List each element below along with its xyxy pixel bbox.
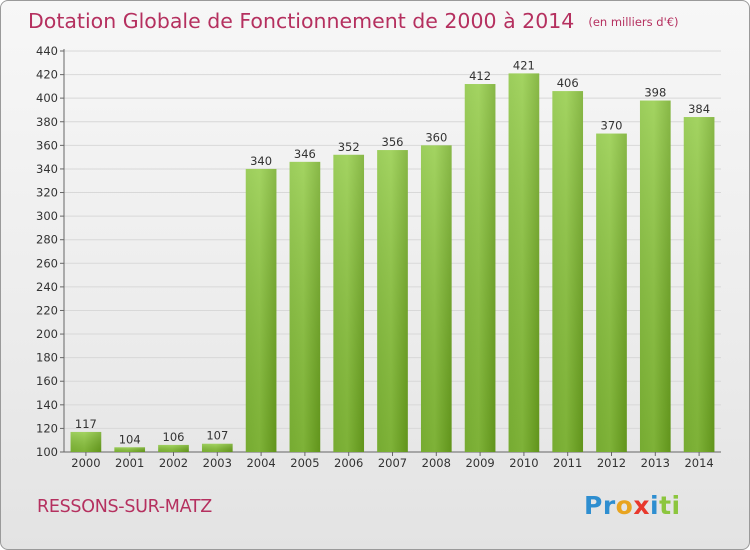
x-tick-label-2010: 2010 (509, 456, 538, 470)
value-label-2002: 106 (163, 430, 185, 444)
x-tick-label-2007: 2007 (378, 456, 407, 470)
y-tick-label: 200 (36, 327, 58, 341)
bar-shade (552, 91, 584, 452)
y-tick-label: 380 (36, 115, 58, 129)
bar-shade (333, 154, 365, 452)
y-tick-label: 440 (36, 44, 58, 58)
value-label-2007: 356 (382, 135, 404, 149)
proxiti-logo: Proxiti (584, 491, 681, 520)
bar-shade (245, 168, 277, 453)
value-label-2000: 117 (75, 417, 97, 431)
y-tick-label: 220 (36, 303, 58, 317)
bar-shade (201, 443, 233, 452)
bar-shade (289, 161, 321, 453)
value-label-2012: 370 (601, 119, 623, 133)
y-tick-label: 360 (36, 138, 58, 152)
value-label-2014: 384 (688, 102, 710, 116)
bar-shade (464, 84, 496, 452)
value-label-2004: 340 (250, 154, 272, 168)
x-tick-label-2002: 2002 (159, 456, 188, 470)
x-tick-label-2000: 2000 (71, 456, 100, 470)
x-tick-label-2004: 2004 (246, 456, 275, 470)
x-tick-label-2001: 2001 (115, 456, 144, 470)
y-tick-label: 160 (36, 374, 58, 388)
x-tick-label-2012: 2012 (597, 456, 626, 470)
x-tick-label-2014: 2014 (684, 456, 713, 470)
y-tick-label: 300 (36, 209, 58, 223)
bar-shade (683, 117, 715, 452)
value-label-2010: 421 (513, 58, 535, 72)
y-tick-label: 340 (36, 162, 58, 176)
bar-shade (639, 100, 671, 453)
y-tick-label: 180 (36, 351, 58, 365)
value-label-2009: 412 (469, 69, 491, 83)
x-tick-label-2008: 2008 (422, 456, 451, 470)
logo-letter: o (615, 491, 634, 520)
y-tick-label: 140 (36, 398, 58, 412)
y-tick-label: 120 (36, 421, 58, 435)
y-tick-label: 420 (36, 68, 58, 82)
logo-letter: x (633, 491, 650, 520)
chart-title: Dotation Globale de Fonctionnement de 20… (28, 9, 679, 33)
value-labels: 117 104 106 107 340 346 352 356 360 412 421 406 370 3… (75, 58, 710, 446)
y-tick-label: 400 (36, 91, 58, 105)
logo-letter: i (650, 491, 660, 520)
value-label-2006: 352 (338, 140, 360, 154)
logo-letter: t (659, 491, 672, 520)
value-label-2008: 360 (425, 130, 447, 144)
y-tick-label: 280 (36, 233, 58, 247)
y-tick-label: 100 (36, 445, 58, 459)
y-tick-label: 320 (36, 186, 58, 200)
value-label-2013: 398 (644, 86, 666, 100)
x-tick-label-2011: 2011 (553, 456, 582, 470)
x-tick-labels: 2000 2001 2002 2003 2004 2005 2006 2007 2008 2009… (71, 452, 714, 470)
value-label-2005: 346 (294, 147, 316, 161)
logo-letter: r (602, 491, 616, 520)
bar-shade (596, 133, 627, 452)
logo-letter: P (584, 491, 603, 520)
bar-shade (114, 447, 146, 452)
bars (70, 73, 715, 453)
bar-shade (377, 150, 408, 452)
x-tick-label-2006: 2006 (334, 456, 363, 470)
title-text: Dotation Globale de Fonctionnement de 20… (28, 9, 575, 33)
x-tick-label-2013: 2013 (641, 456, 670, 470)
x-tick-label-2009: 2009 (465, 456, 494, 470)
value-label-2001: 104 (119, 432, 141, 446)
y-tick-labels: 100 120 140 160 180 200 220 240 260 280 300 320 340 3… (36, 44, 58, 459)
commune-name: RESSONS-SUR-MATZ (37, 497, 212, 517)
bar-shade (508, 73, 540, 453)
title-unit: (en milliers d'€) (588, 15, 679, 29)
y-tick-label: 260 (36, 256, 58, 270)
bar-shade (158, 444, 189, 452)
x-tick-label-2005: 2005 (290, 456, 319, 470)
bar-shade (420, 145, 452, 452)
bar-shade (70, 431, 102, 452)
value-label-2011: 406 (557, 76, 579, 90)
x-tick-label-2003: 2003 (203, 456, 232, 470)
y-tick-label: 240 (36, 280, 58, 294)
value-label-2003: 107 (206, 429, 228, 443)
logo-letter: i (671, 491, 681, 520)
